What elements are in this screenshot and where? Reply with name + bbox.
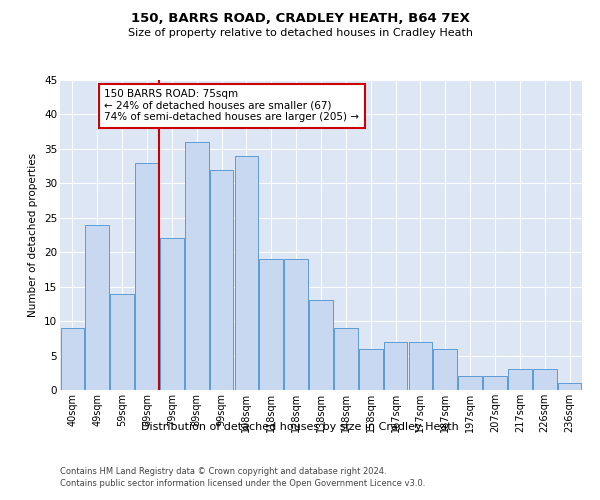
Bar <box>135 162 159 390</box>
Bar <box>409 342 432 390</box>
Text: 150 BARRS ROAD: 75sqm
← 24% of detached houses are smaller (67)
74% of semi-deta: 150 BARRS ROAD: 75sqm ← 24% of detached … <box>104 90 359 122</box>
Bar <box>284 259 308 390</box>
Text: Size of property relative to detached houses in Cradley Heath: Size of property relative to detached ho… <box>128 28 473 38</box>
Bar <box>508 370 532 390</box>
Bar <box>185 142 209 390</box>
Bar <box>359 348 383 390</box>
Bar <box>458 376 482 390</box>
Bar <box>334 328 358 390</box>
Text: Distribution of detached houses by size in Cradley Heath: Distribution of detached houses by size … <box>141 422 459 432</box>
Bar <box>433 348 457 390</box>
Text: Contains public sector information licensed under the Open Government Licence v3: Contains public sector information licen… <box>60 479 425 488</box>
Bar <box>61 328 84 390</box>
Text: 150, BARRS ROAD, CRADLEY HEATH, B64 7EX: 150, BARRS ROAD, CRADLEY HEATH, B64 7EX <box>131 12 469 26</box>
Bar <box>259 259 283 390</box>
Bar <box>160 238 184 390</box>
Bar <box>110 294 134 390</box>
Bar <box>85 224 109 390</box>
Bar <box>210 170 233 390</box>
Bar <box>483 376 507 390</box>
Bar <box>558 383 581 390</box>
Bar <box>235 156 258 390</box>
Bar <box>309 300 333 390</box>
Bar <box>384 342 407 390</box>
Bar <box>533 370 557 390</box>
Y-axis label: Number of detached properties: Number of detached properties <box>28 153 38 317</box>
Text: Contains HM Land Registry data © Crown copyright and database right 2024.: Contains HM Land Registry data © Crown c… <box>60 468 386 476</box>
